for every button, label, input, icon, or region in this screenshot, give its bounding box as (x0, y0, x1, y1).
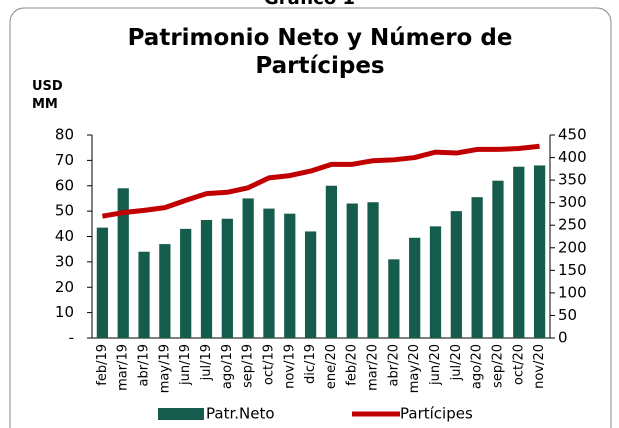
legend-swatch (158, 408, 204, 420)
bar (450, 211, 462, 338)
y-tick-label: 40 (55, 227, 74, 245)
chart-header: Gráfico 1 (0, 0, 619, 9)
bar (346, 203, 358, 338)
x-tick-label: may/20 (407, 344, 422, 393)
x-tick-label: abr/20 (386, 344, 401, 387)
x-tick-label: feb/20 (345, 344, 360, 386)
x-tick-label: jun/20 (428, 344, 443, 386)
y2-tick-label: 50 (558, 306, 577, 324)
x-tick-label: ago/20 (470, 344, 485, 389)
bar (221, 218, 233, 338)
x-tick-label: sep/19 (241, 344, 256, 388)
bar (284, 213, 296, 338)
y-tick-label: 70 (55, 151, 74, 169)
x-tick-label: nov/19 (282, 344, 297, 389)
legend-label: Partícipes (400, 405, 473, 423)
x-tick-label: oct/19 (261, 344, 276, 385)
y-tick-label: 80 (55, 126, 74, 144)
y-tick-label: 30 (55, 252, 74, 270)
y2-tick-label: 450 (558, 126, 587, 144)
y-tick-label: 20 (55, 278, 74, 296)
legend-label: Patr.Neto (206, 405, 275, 423)
bar (117, 188, 129, 338)
x-tick-label: dic/19 (303, 344, 318, 384)
x-tick-label: oct/20 (511, 344, 526, 385)
bar (180, 228, 192, 338)
frame (9, 7, 612, 428)
x-tick-label: mar/19 (116, 344, 131, 391)
bar (304, 231, 317, 338)
x-tick-label: jul/19 (199, 344, 214, 381)
y-tick-label: 50 (55, 202, 74, 220)
y-tick-label: 10 (55, 303, 74, 321)
bar (533, 165, 546, 338)
line (101, 143, 540, 219)
bar (263, 208, 275, 338)
x-tick-label: may/19 (157, 344, 172, 393)
bar (96, 227, 109, 338)
x-tick-label: ene/20 (324, 344, 339, 389)
y2-tick-label: 300 (558, 193, 587, 211)
bar (325, 185, 338, 338)
bar (492, 180, 504, 338)
bar (242, 198, 254, 338)
y2-tick-label: 200 (558, 238, 587, 256)
y2-tick-label: 250 (558, 216, 587, 234)
y2-tick-label: 350 (558, 171, 587, 189)
x-tick-label: ago/19 (220, 344, 235, 389)
x-tick-label: nov/20 (532, 344, 547, 389)
y-tick-label: - (69, 329, 74, 347)
y2-tick-label: 100 (558, 283, 587, 301)
y2-tick-label: 150 (558, 261, 587, 279)
x-tick-label: jul/20 (449, 344, 464, 381)
x-tick-label: abr/19 (137, 344, 152, 387)
bar (388, 259, 400, 338)
bar (138, 251, 150, 338)
x-tick-label: feb/19 (95, 344, 110, 386)
y2-tick-label: 400 (558, 148, 587, 166)
x-tick-label: mar/20 (366, 344, 381, 391)
bar (471, 197, 483, 338)
bar (159, 244, 171, 338)
bar (409, 237, 421, 338)
bar (367, 202, 379, 338)
bar (513, 166, 525, 338)
y-tick-label: 60 (55, 176, 74, 194)
y-axis-label: USD MM (32, 79, 63, 112)
x-tick-label: jun/19 (178, 344, 193, 386)
x-tick-label: sep/20 (490, 344, 505, 388)
chart-title: Patrimonio Neto y Número de Partícipes (127, 25, 513, 79)
y2-tick-label: 0 (558, 329, 568, 347)
bar (429, 226, 442, 338)
bar (200, 220, 213, 338)
